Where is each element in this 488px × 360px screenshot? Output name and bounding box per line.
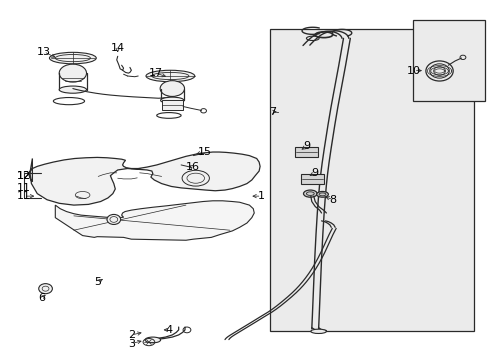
Text: 16: 16 bbox=[186, 162, 200, 172]
Polygon shape bbox=[55, 201, 254, 240]
Ellipse shape bbox=[107, 215, 121, 225]
Ellipse shape bbox=[316, 192, 328, 197]
Text: 15: 15 bbox=[197, 147, 211, 157]
Ellipse shape bbox=[49, 52, 96, 64]
Bar bbox=[294, 147, 318, 157]
Text: 4: 4 bbox=[165, 325, 173, 335]
Text: 9: 9 bbox=[303, 141, 310, 151]
Bar bbox=[412, 21, 484, 101]
Ellipse shape bbox=[59, 64, 86, 82]
Text: 7: 7 bbox=[268, 107, 275, 117]
Ellipse shape bbox=[182, 170, 209, 186]
Text: 12: 12 bbox=[17, 171, 31, 181]
Ellipse shape bbox=[146, 70, 194, 82]
Text: 2: 2 bbox=[127, 330, 135, 340]
Text: 14: 14 bbox=[110, 43, 124, 53]
Ellipse shape bbox=[310, 329, 326, 333]
Text: 17: 17 bbox=[148, 68, 163, 78]
Text: 6: 6 bbox=[39, 293, 45, 303]
Ellipse shape bbox=[39, 284, 52, 294]
Ellipse shape bbox=[59, 86, 86, 93]
Bar bbox=[269, 30, 473, 330]
Bar bbox=[300, 174, 324, 184]
Text: 1: 1 bbox=[258, 191, 264, 201]
Text: 3: 3 bbox=[128, 338, 135, 348]
Text: 11: 11 bbox=[17, 183, 31, 193]
Polygon shape bbox=[29, 152, 260, 205]
Ellipse shape bbox=[145, 337, 160, 343]
Text: 10: 10 bbox=[406, 66, 420, 76]
Ellipse shape bbox=[160, 81, 184, 96]
Text: 8: 8 bbox=[329, 195, 336, 205]
Text: 9: 9 bbox=[311, 168, 318, 178]
Ellipse shape bbox=[160, 97, 183, 104]
Ellipse shape bbox=[303, 190, 317, 197]
Text: 12: 12 bbox=[17, 171, 31, 181]
Text: 13: 13 bbox=[37, 46, 50, 57]
Bar bbox=[161, 100, 183, 110]
Text: 5: 5 bbox=[94, 277, 101, 287]
Text: 11: 11 bbox=[17, 191, 31, 201]
